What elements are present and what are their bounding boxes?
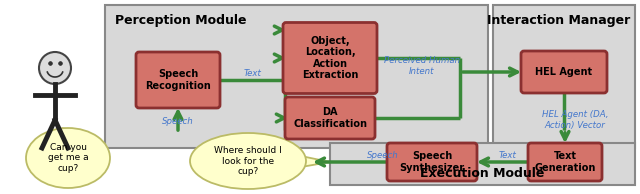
FancyBboxPatch shape (528, 143, 602, 181)
Text: Perception Module: Perception Module (115, 14, 246, 27)
Text: HEL Agent (DA,
Action) Vector: HEL Agent (DA, Action) Vector (541, 110, 608, 130)
Text: DA
Classification: DA Classification (293, 107, 367, 129)
Text: Text
Generation: Text Generation (534, 151, 596, 173)
Text: Object,
Location,
Action
Extraction: Object, Location, Action Extraction (302, 36, 358, 80)
Text: Where should I
look for the
cup?: Where should I look for the cup? (214, 146, 282, 176)
Polygon shape (296, 155, 330, 167)
Text: Speech: Speech (162, 118, 194, 126)
Ellipse shape (26, 128, 110, 188)
Text: HEL Agent: HEL Agent (536, 67, 593, 77)
FancyBboxPatch shape (285, 97, 375, 139)
Polygon shape (62, 128, 76, 136)
Circle shape (39, 52, 71, 84)
FancyBboxPatch shape (493, 5, 635, 148)
FancyBboxPatch shape (136, 52, 220, 108)
Ellipse shape (190, 133, 306, 189)
Text: Speech: Speech (367, 151, 399, 159)
FancyBboxPatch shape (105, 5, 488, 148)
Text: Text: Text (499, 151, 517, 159)
Text: Text: Text (244, 69, 262, 79)
Text: Speech
Synthesizer: Speech Synthesizer (399, 151, 465, 173)
FancyBboxPatch shape (521, 51, 607, 93)
Text: Perceived Human
Intent: Perceived Human Intent (384, 56, 460, 76)
Text: Interaction Manager: Interaction Manager (487, 14, 630, 27)
FancyBboxPatch shape (283, 23, 377, 94)
FancyBboxPatch shape (387, 143, 477, 181)
Text: Speech
Recognition: Speech Recognition (145, 69, 211, 91)
FancyArrowPatch shape (65, 129, 76, 132)
FancyBboxPatch shape (330, 143, 635, 185)
Text: Execution Module: Execution Module (420, 167, 544, 180)
Text: Can you
get me a
cup?: Can you get me a cup? (48, 143, 88, 173)
